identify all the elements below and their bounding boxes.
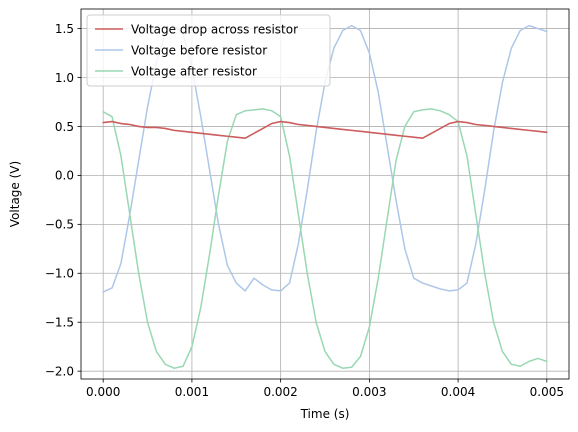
x-tick-label: 0.001 <box>175 385 209 399</box>
y-tick-label: −1.5 <box>45 316 74 330</box>
x-tick-label: 0.005 <box>530 385 564 399</box>
y-tick-label: 0.5 <box>55 120 74 134</box>
legend: Voltage drop across resistor Voltage befo… <box>86 14 331 87</box>
x-tick-label: 0.002 <box>263 385 297 399</box>
plot-area-frame <box>80 8 570 380</box>
y-tick-label: 1.0 <box>55 71 74 85</box>
legend-label: Voltage after resistor <box>131 64 257 78</box>
x-axis-ticks: 0.000 0.001 0.002 0.003 0.004 0.005 <box>86 379 564 399</box>
x-axis-title: Time (s) <box>300 407 350 421</box>
legend-label: Voltage drop across resistor <box>131 22 298 36</box>
x-tick-label: 0.000 <box>86 385 120 399</box>
series-line-0 <box>102 120 548 140</box>
y-axis-title: Voltage (V) <box>8 161 22 227</box>
series-line-2 <box>102 108 548 369</box>
legend-label: Voltage before resistor <box>131 43 267 57</box>
y-tick-label: −1.0 <box>45 267 74 281</box>
y-tick-label: 1.5 <box>55 22 74 36</box>
legend-box <box>86 14 331 87</box>
y-tick-label: −2.0 <box>45 364 74 378</box>
y-tick-label: 0.0 <box>55 169 74 183</box>
x-tick-label: 0.003 <box>352 385 386 399</box>
y-axis-ticks: −2.0 −1.5 −1.0 −0.5 0.0 0.5 1.0 1.5 <box>45 22 81 378</box>
y-tick-label: −0.5 <box>45 218 74 232</box>
x-tick-label: 0.004 <box>441 385 475 399</box>
